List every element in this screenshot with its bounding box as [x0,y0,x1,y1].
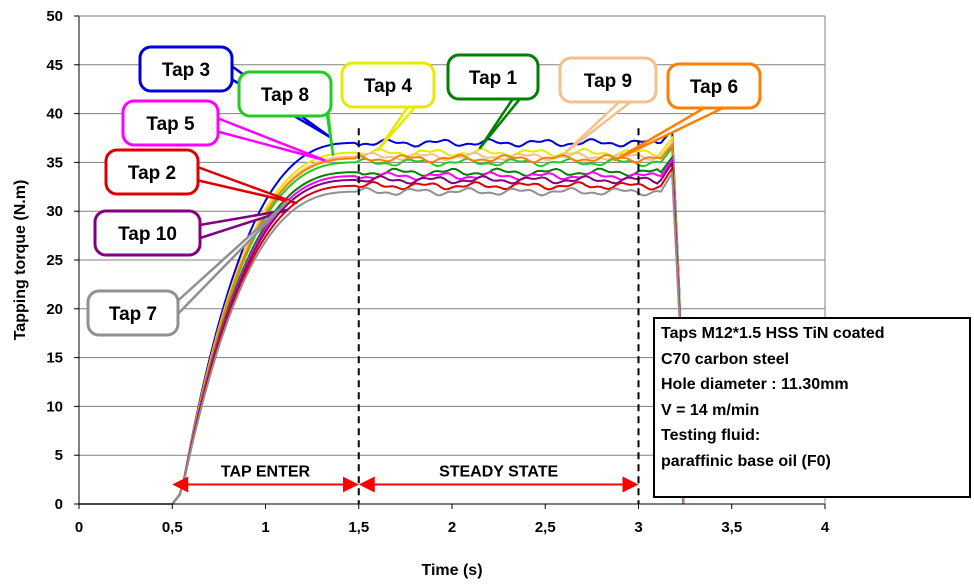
callout-box [104,148,200,196]
x-axis-title: Time (s) [421,562,482,579]
callout-tap-4: Tap 4 [340,61,436,152]
callout-box [138,45,234,93]
y-axis-title: Tapping torque (N.m) [12,180,29,341]
info-line-fluid-label: Testing fluid: [661,427,761,444]
test-conditions-box: Taps M12*1.5 HSS TiN coated C70 carbon s… [653,317,971,498]
callout-label: Tap 2 [128,163,176,184]
callout-box [666,62,762,110]
series-line-tap-1 [79,154,685,505]
series-line-tap-2 [79,165,685,505]
callout-label: Tap 9 [584,71,632,92]
x-tick-label: 2 [448,519,456,536]
callout-box [93,209,202,257]
x-tick-label: 2,5 [535,519,556,536]
callout-label: Tap 5 [146,114,195,135]
x-tick-label: 1 [261,519,269,536]
series-line-tap-10 [79,160,685,505]
callout-tap-6: Tap 6 [613,62,762,162]
callout-label: Tap 4 [364,76,413,97]
callout-tap-2: Tap 2 [104,148,298,205]
x-tick-label: 0,5 [162,519,183,536]
y-tick-label: 15 [46,350,63,367]
callout-box [340,61,436,109]
callout-tap-1: Tap 1 [446,53,540,150]
y-tick-label: 10 [46,398,63,415]
callout-label: Tap 10 [118,224,177,245]
info-line-speed: V = 14 m/min [661,401,760,419]
info-line-tool: Taps M12*1.5 HSS TiN coated [661,325,885,342]
callout-label: Tap 7 [109,304,157,325]
callout-label: Tap 3 [162,60,210,81]
callout-tap-5: Tap 5 [121,99,326,162]
x-tick-label: 3 [634,519,642,536]
callout-pointer [190,163,298,205]
y-tick-label: 25 [46,252,63,269]
callout-label: Tap 6 [690,77,738,98]
y-tick-label: 40 [46,106,63,123]
callout-box [121,99,220,147]
callout-label: Tap 8 [261,85,309,106]
series-line-tap-6 [79,142,685,505]
info-line-material: C70 carbon steel [661,350,790,368]
callout-tap-9: Tap 9 [558,56,658,154]
info-line-hole: Hole diameter : 11.30mm [661,376,849,393]
y-tick-label: 35 [46,154,63,171]
x-tick-label: 0 [75,519,83,536]
callout-tap-8: Tap 8 [237,70,335,157]
x-tick-label: 4 [821,519,830,536]
series-line-tap-3 [79,127,685,505]
y-tick-label: 30 [46,203,63,220]
callout-label: Tap 1 [469,68,518,89]
y-tick-label: 5 [55,447,63,464]
callout-tap-10: Tap 10 [93,208,289,257]
callout-box [86,289,180,337]
phase-label: TAP ENTER [221,463,311,480]
callout-tap-7: Tap 7 [86,199,290,337]
phase-label: STEADY STATE [439,463,558,480]
callout-box [446,53,540,101]
callout-box [558,56,658,104]
series-line-tap-8 [79,145,685,505]
y-tick-label: 0 [55,496,63,513]
x-tick-label: 3,5 [721,519,742,536]
info-line-fluid: paraffinic base oil (F0) [661,452,831,470]
y-tick-label: 45 [46,57,63,74]
y-tick-label: 50 [46,8,63,25]
x-tick-label: 1,5 [348,519,369,536]
callout-box [237,70,333,118]
series-line-tap-7 [79,170,685,505]
y-tick-label: 20 [46,301,63,318]
